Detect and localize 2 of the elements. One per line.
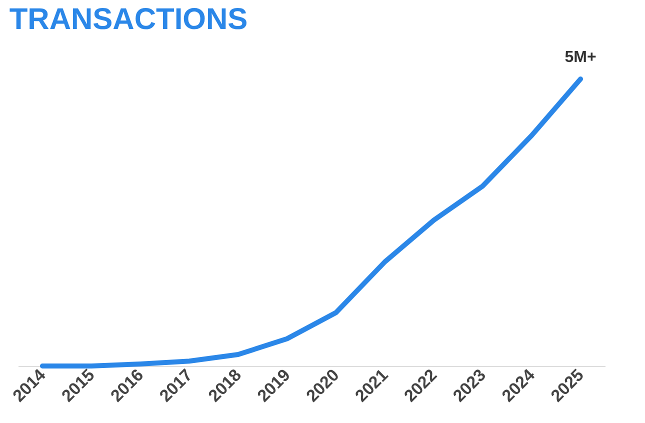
chart-title: TRANSACTIONS <box>9 3 248 36</box>
annotation: 5M+ <box>564 49 596 66</box>
